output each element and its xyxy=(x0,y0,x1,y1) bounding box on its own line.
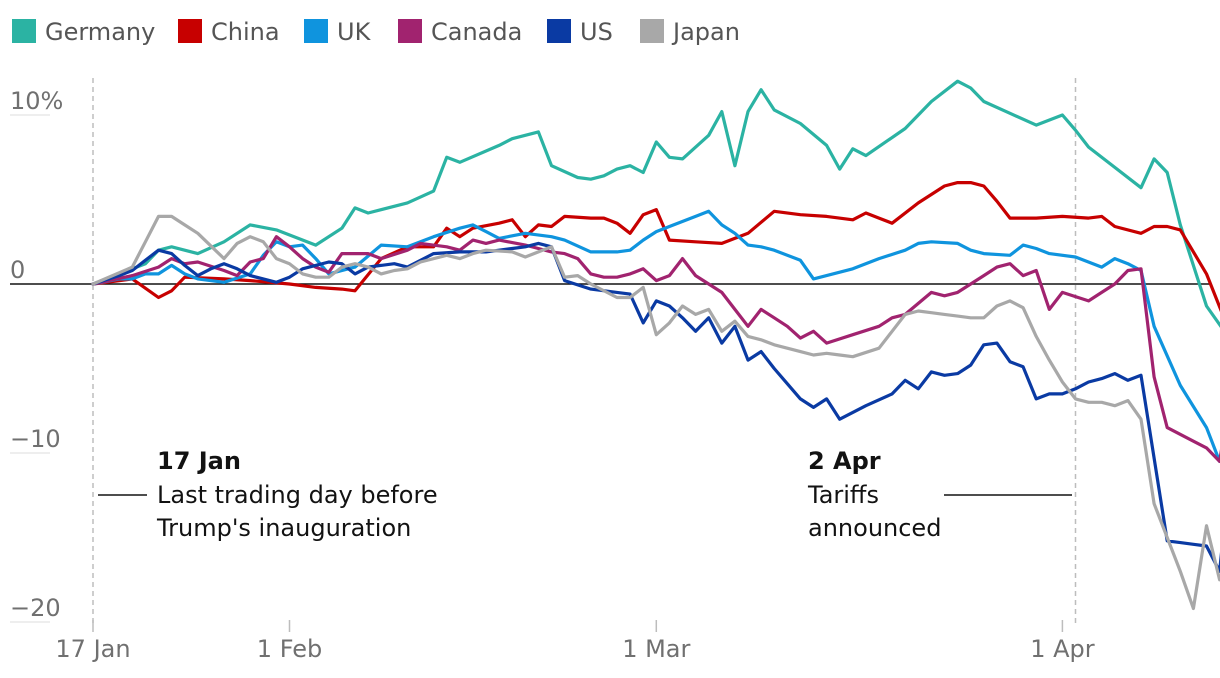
series-line-uk xyxy=(91,209,1220,463)
x-tick-label: 17 Jan xyxy=(55,635,130,663)
legend-item-germany: Germany xyxy=(12,18,155,46)
legend-item-japan: Japan xyxy=(640,18,740,46)
legend-swatch xyxy=(547,19,571,43)
series-line-germany xyxy=(91,79,1220,328)
legend-swatch xyxy=(12,19,36,43)
annotation-text-17-jan: Trump's inauguration xyxy=(156,514,411,542)
y-tick-label: 10% xyxy=(10,87,63,115)
series-lines xyxy=(91,79,1220,611)
x-tick-label: 1 Apr xyxy=(1030,635,1095,663)
annotation-text-2-apr: Tariffs xyxy=(807,481,879,509)
series-line-japan xyxy=(91,214,1220,611)
legend-item-us: US xyxy=(547,18,613,46)
series-line-us xyxy=(91,241,1220,573)
event-guides xyxy=(92,78,1077,625)
y-tick-label: −10 xyxy=(10,425,61,453)
legend-swatch xyxy=(304,19,328,43)
annotation-text-2-apr: announced xyxy=(808,514,941,542)
y-tick-label: 0 xyxy=(10,256,25,284)
annotations: 17 Jan Last trading day before Trump's ina… xyxy=(98,447,1072,542)
legend-item-china: China xyxy=(178,18,280,46)
legend-label: China xyxy=(211,18,280,46)
legend-swatch xyxy=(398,19,422,43)
legend-label: Germany xyxy=(45,18,155,46)
legend-label: US xyxy=(580,18,613,46)
legend-swatch xyxy=(640,19,664,43)
series-line-china xyxy=(91,181,1220,313)
legend-item-canada: Canada xyxy=(398,18,522,46)
legend-label: Japan xyxy=(671,18,740,46)
legend-label: UK xyxy=(337,18,372,46)
y-axis-ticks: 10% 0 −10 −20 xyxy=(10,87,63,623)
y-tick-label: −20 xyxy=(10,594,61,622)
x-axis-ticks: 17 Jan 1 Feb 1 Mar 1 Apr xyxy=(55,620,1095,663)
legend-swatch xyxy=(178,19,202,43)
annotation-text-17-jan: Last trading day before xyxy=(157,481,438,509)
series-line-canada xyxy=(91,235,1220,463)
annotation-title-17-jan: 17 Jan xyxy=(157,447,241,475)
legend: Germany China UK Canada US Japan xyxy=(12,18,740,46)
annotation-title-2-apr: 2 Apr xyxy=(808,447,881,475)
x-tick-label: 1 Feb xyxy=(257,635,322,663)
legend-label: Canada xyxy=(431,18,522,46)
legend-item-uk: UK xyxy=(304,18,372,46)
x-tick-label: 1 Mar xyxy=(622,635,690,663)
